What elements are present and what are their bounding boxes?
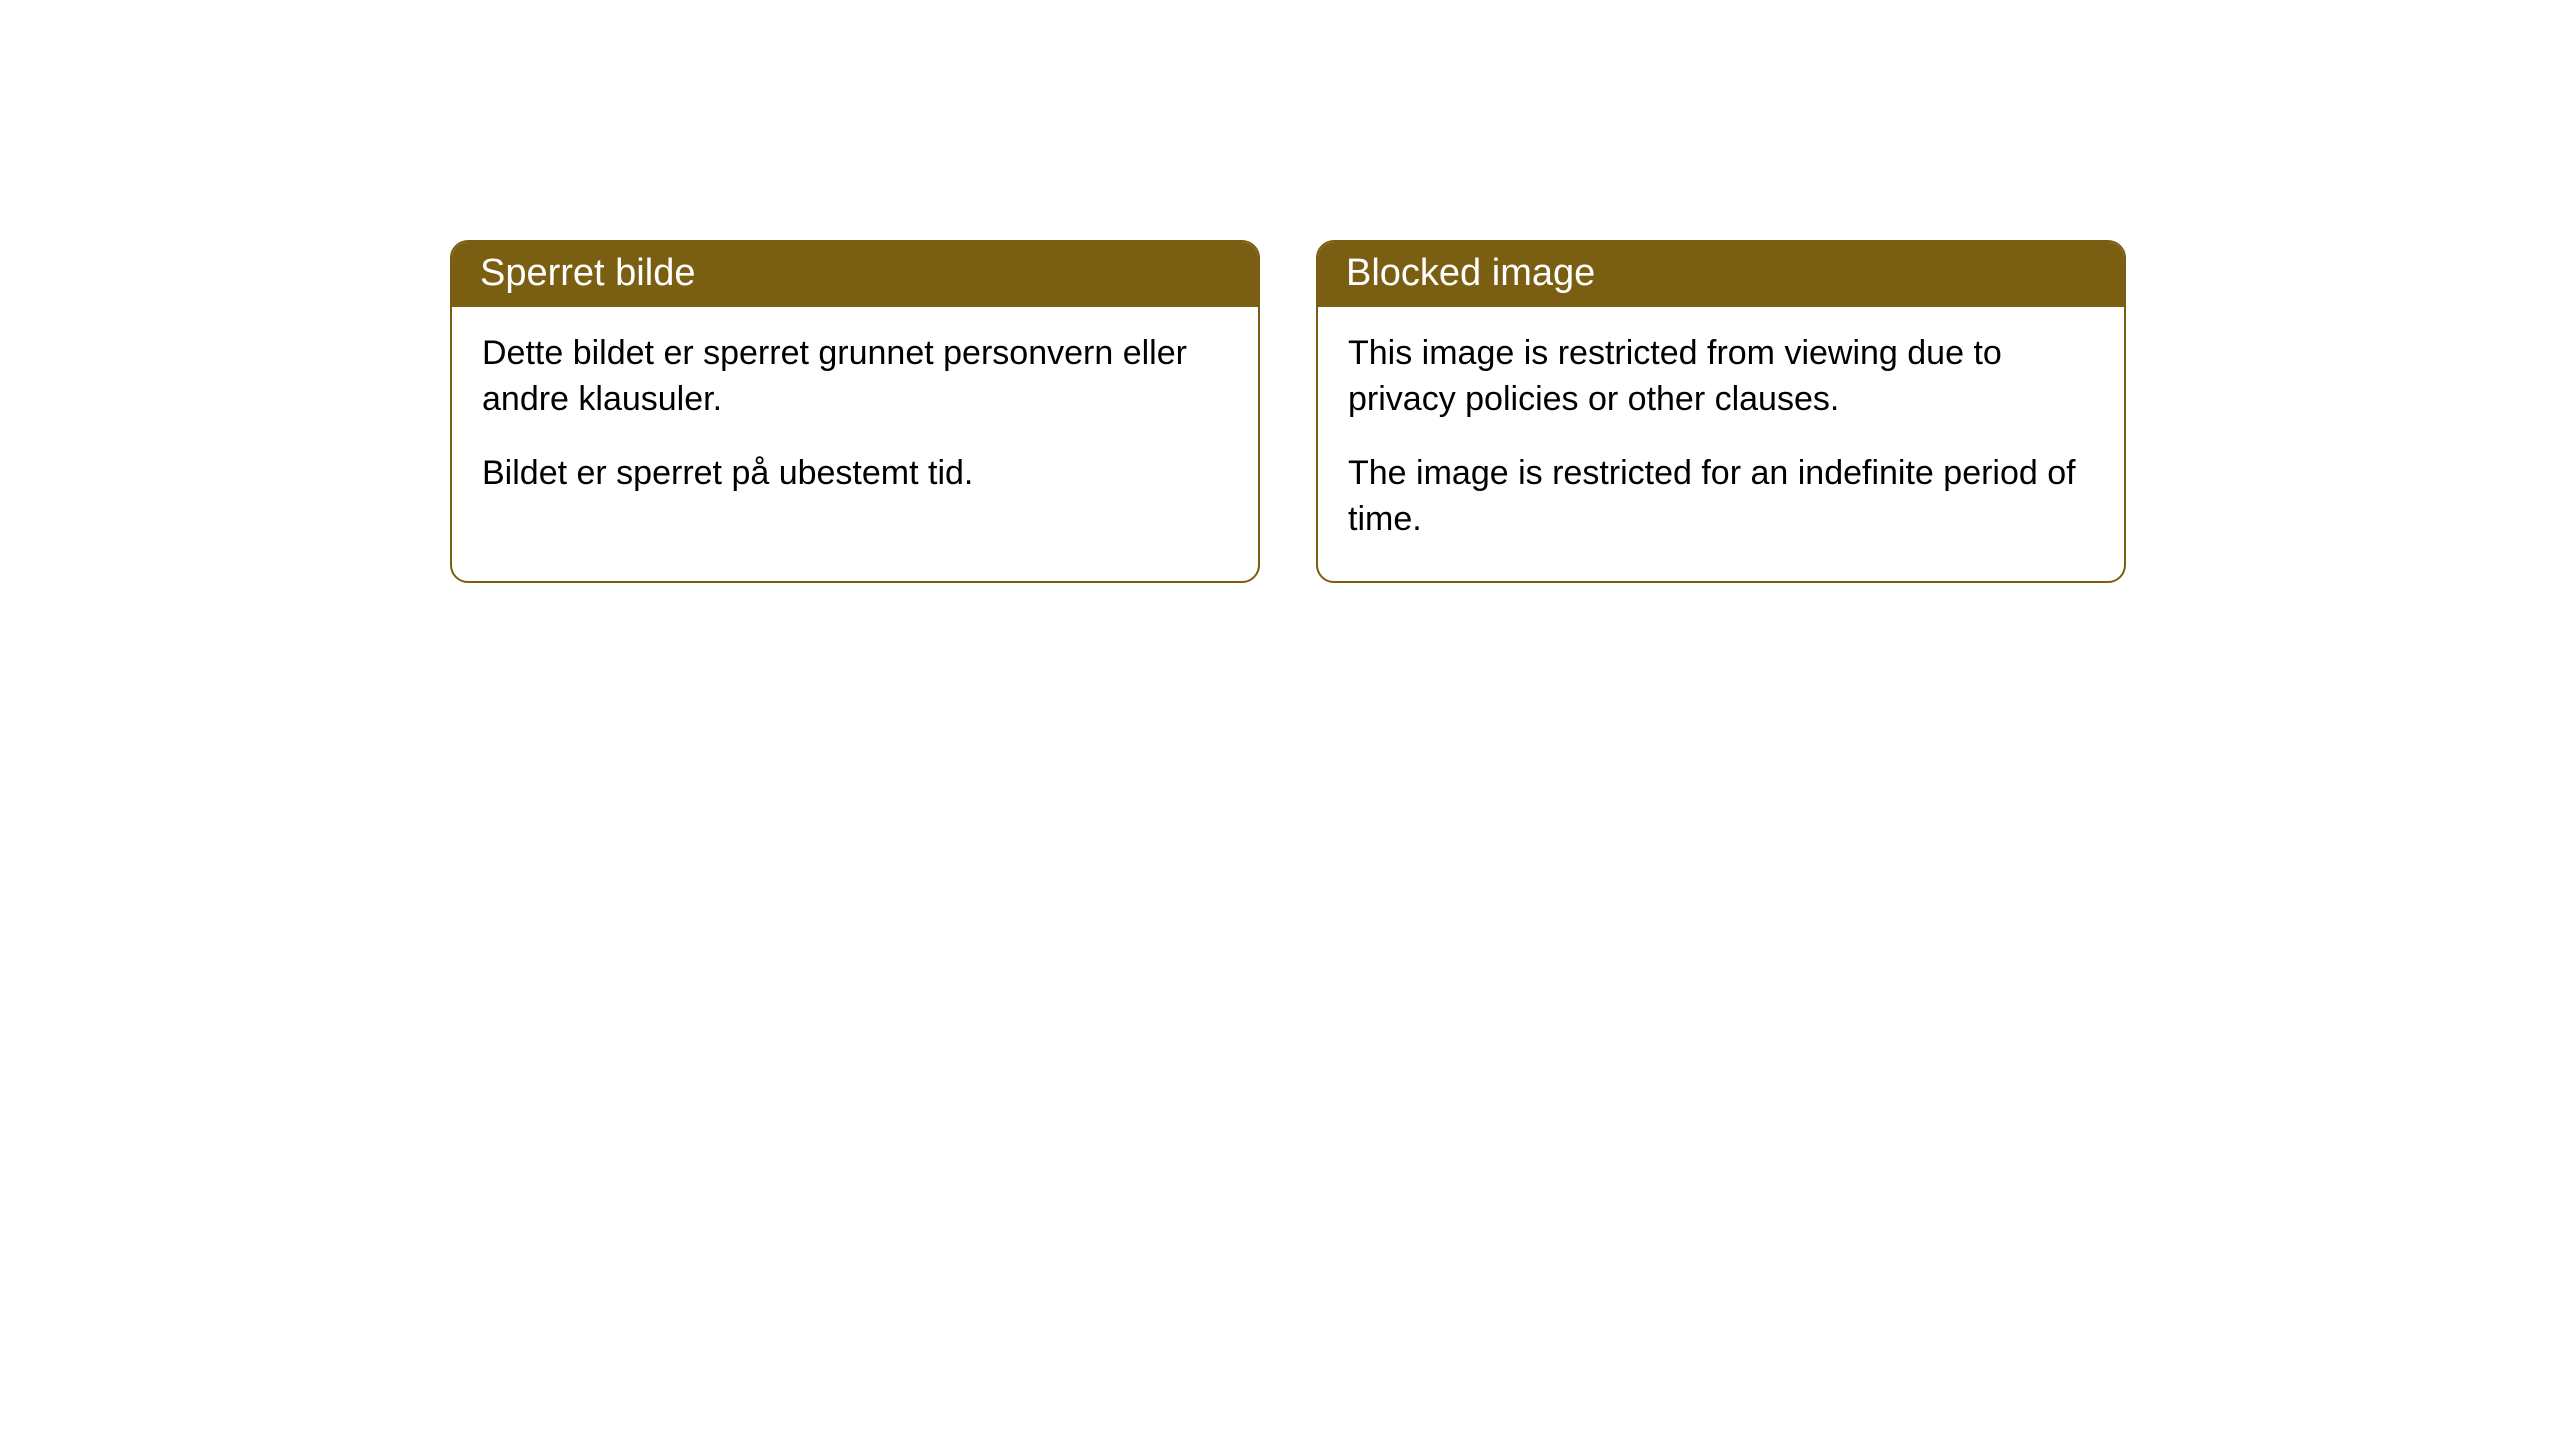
card-paragraph-1: This image is restricted from viewing du…	[1348, 331, 2094, 423]
card-header-norwegian: Sperret bilde	[452, 242, 1258, 307]
card-paragraph-2: Bildet er sperret på ubestemt tid.	[482, 451, 1228, 497]
card-paragraph-2: The image is restricted for an indefinit…	[1348, 451, 2094, 543]
card-body-norwegian: Dette bildet er sperret grunnet personve…	[452, 307, 1258, 535]
card-header-english: Blocked image	[1318, 242, 2124, 307]
notice-card-english: Blocked image This image is restricted f…	[1316, 240, 2126, 583]
card-paragraph-1: Dette bildet er sperret grunnet personve…	[482, 331, 1228, 423]
notice-cards-container: Sperret bilde Dette bildet er sperret gr…	[450, 240, 2126, 583]
notice-card-norwegian: Sperret bilde Dette bildet er sperret gr…	[450, 240, 1260, 583]
card-body-english: This image is restricted from viewing du…	[1318, 307, 2124, 581]
